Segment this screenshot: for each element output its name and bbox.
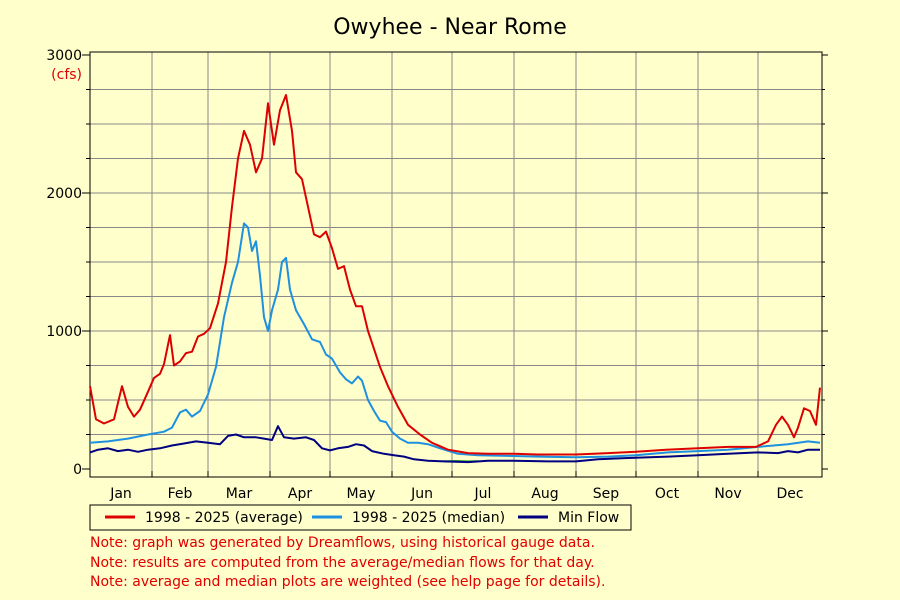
series-1998-2025-median <box>89 222 821 459</box>
notes: Note: graph was generated by Dreamflows,… <box>90 534 605 593</box>
legend-label: Min Flow <box>558 510 619 526</box>
grid <box>90 52 822 477</box>
x-tick-label: May <box>347 486 376 502</box>
y-tick-label: 1000 <box>46 324 82 340</box>
x-tick-label: Jan <box>109 486 132 502</box>
series-min-flow <box>89 425 820 464</box>
series-1998-2025-average <box>89 94 821 456</box>
x-tick-label: Oct <box>655 486 680 502</box>
plot-frame <box>89 51 823 478</box>
chart-title: Owyhee - Near Rome <box>333 15 567 40</box>
note-3: Note: average and median plots are weigh… <box>90 574 606 590</box>
x-tick-label: Sep <box>593 486 620 502</box>
x-tick-label: Apr <box>288 486 312 502</box>
x-tick-label: Mar <box>226 486 253 502</box>
y-tick-label: 2000 <box>46 186 82 202</box>
legend-label: 1998 - 2025 (average) <box>145 510 303 526</box>
y-tick-label: 0 <box>73 462 82 478</box>
x-tick-label: Aug <box>531 486 558 502</box>
x-tick-label: Jul <box>474 486 492 502</box>
x-tick-label: Dec <box>776 486 803 502</box>
axes: Jan Feb Mar Apr May Jun Jul Aug Sep Oct Nov Dec 0 100… <box>46 48 828 502</box>
x-tick-label: Feb <box>168 486 193 502</box>
note-2: Note: results are computed from the aver… <box>90 554 595 571</box>
y-unit-label: (cfs) <box>51 67 82 83</box>
series-layer <box>89 94 821 464</box>
x-tick-label: Jun <box>410 486 433 502</box>
note-1: Note: graph was generated by Dreamflows,… <box>90 535 595 551</box>
legend-label: 1998 - 2025 (median) <box>352 510 505 526</box>
y-tick-label: 3000 <box>46 48 82 64</box>
x-tick-label: Nov <box>714 486 741 502</box>
legend: 1998 - 2025 (average) 1998 - 2025 (median… <box>89 504 632 531</box>
